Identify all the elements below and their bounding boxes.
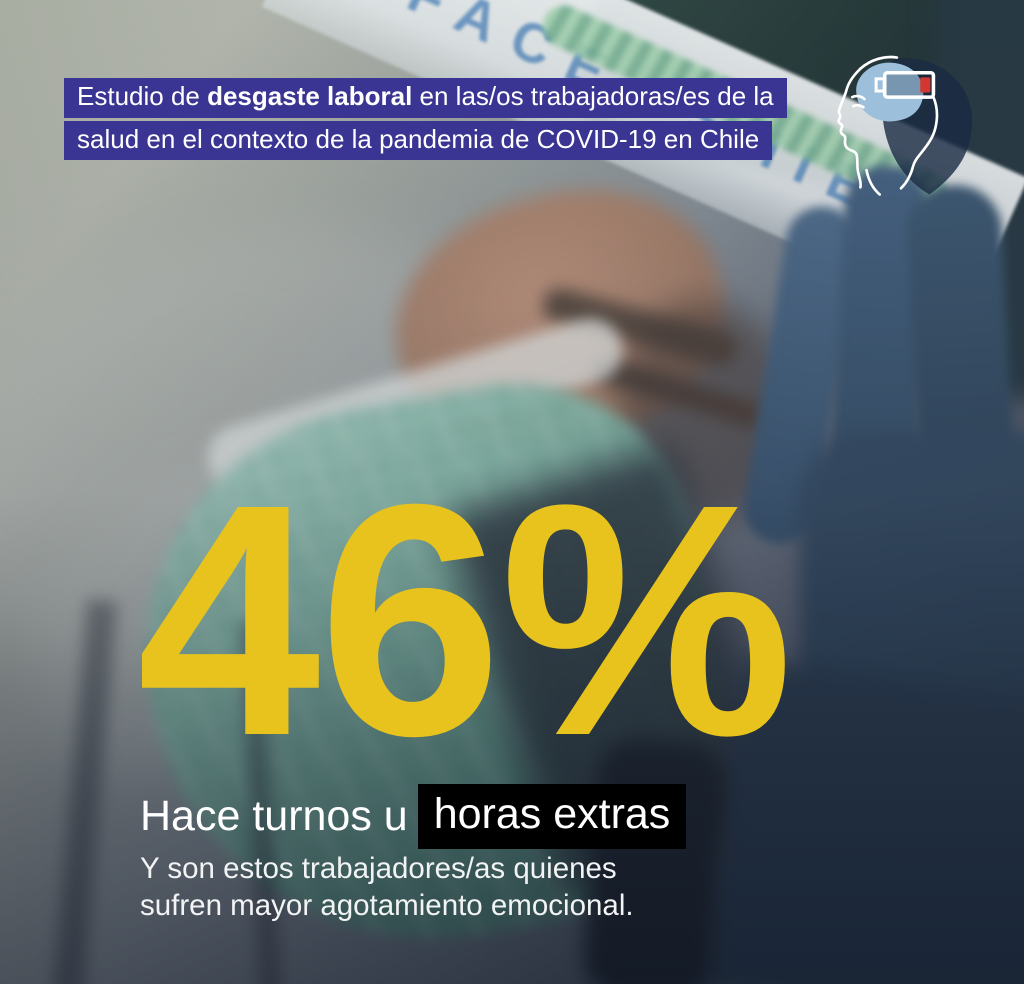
supporting-text-line-2: sufren mayor agotamiento emocional.	[140, 889, 634, 923]
supporting-text-line-1: Y son estos trabajadores/as quienes	[140, 852, 617, 885]
brain-icon	[856, 62, 924, 122]
study-title-banner: Estudio de desgaste laboral en las/os tr…	[64, 78, 787, 163]
supporting-text: Y son estos trabajadores/as quienes sufr…	[140, 850, 634, 924]
banner-line-1: Estudio de desgaste laboral en las/os tr…	[64, 78, 787, 118]
headline-plain-text: Hace turnos u	[140, 792, 408, 840]
burnout-brain-battery-logo	[837, 55, 973, 196]
banner-text-bold: desgaste laboral	[207, 81, 413, 111]
stat-percentage: 46%	[137, 435, 793, 804]
head-profile-icon	[837, 55, 939, 196]
headline: Hace turnos u horas extras	[140, 784, 687, 849]
banner-text: Estudio de	[77, 81, 208, 111]
headline-highlight: horas extras	[417, 784, 687, 849]
banner-text: salud en el contexto de la pandemia de C…	[77, 123, 760, 154]
banner-text: en las/os trabajadoras/es de la	[412, 81, 774, 111]
banner-line-2: salud en el contexto de la pandemia de C…	[64, 120, 773, 161]
battery-low-icon	[874, 70, 936, 99]
